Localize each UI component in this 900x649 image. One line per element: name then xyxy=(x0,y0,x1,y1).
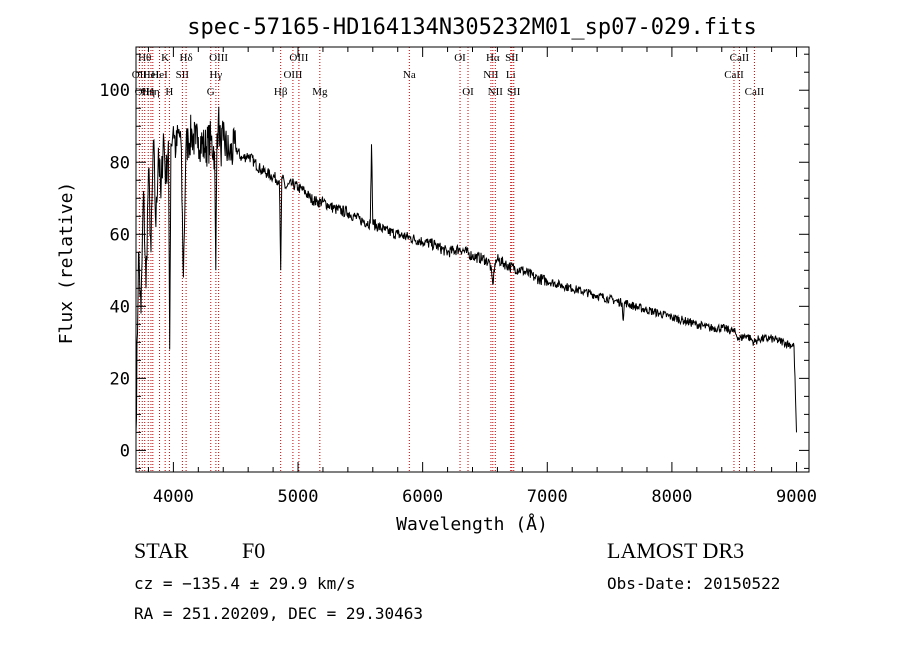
x-tick-label: 6000 xyxy=(402,487,443,507)
line-label-21: NII xyxy=(483,69,499,81)
x-tick-label: 5000 xyxy=(278,487,319,507)
line-label-1: OII xyxy=(135,86,151,98)
line-label-17: Mg xyxy=(312,86,328,98)
axes: 4000 5000 6000 7000 8000 9000 0 20 40 60 80 100 xyxy=(99,47,817,507)
spectrum-line xyxy=(135,106,797,433)
redshift-velocity: cz = −135.4 ± 29.9 km/s xyxy=(134,574,356,593)
line-label-11: G xyxy=(207,86,215,98)
line-label-20: OI xyxy=(462,86,474,98)
line-label-16: OIII xyxy=(289,52,308,64)
y-tick-label: 40 xyxy=(110,297,130,317)
plot-frame xyxy=(135,46,810,473)
line-label-2: Hθ xyxy=(138,52,151,64)
x-tick-label: 4000 xyxy=(153,487,194,507)
object-class: STAR xyxy=(134,538,189,563)
line-label-4: HeI xyxy=(143,69,160,81)
line-label-19: OI xyxy=(454,52,466,64)
observation-date: Obs-Date: 20150522 xyxy=(607,574,781,593)
line-label-15: OIII xyxy=(283,69,302,81)
spectrum-series xyxy=(135,106,797,433)
object-subclass: F0 xyxy=(242,538,266,563)
line-label-9: SII xyxy=(176,69,190,81)
y-axis-label: Flux (relative) xyxy=(56,182,77,345)
spectral-line-markers: OIIOIIHθHηHeIHηHeIKHSIIHδGHγOIIIHβOIIIOI… xyxy=(132,47,765,472)
y-tick-label: 60 xyxy=(110,225,130,245)
line-label-25: SII xyxy=(505,52,519,64)
line-label-5: Hη xyxy=(146,86,160,98)
line-label-3: Hη xyxy=(141,86,155,98)
line-label-18: Na xyxy=(403,69,416,81)
x-tick-label: 7000 xyxy=(527,487,568,507)
y-tick-label: 20 xyxy=(110,369,130,389)
line-label-7: K xyxy=(161,52,169,64)
line-label-24: Li xyxy=(506,69,516,81)
line-label-6: HeI xyxy=(151,69,168,81)
line-label-27: CaII xyxy=(724,69,744,81)
line-label-14: Hβ xyxy=(274,86,288,98)
chart-title: spec-57165-HD164134N305232M01_sp07-029.f… xyxy=(187,15,757,40)
line-label-23: NII xyxy=(488,86,504,98)
x-tick-label: 9000 xyxy=(776,487,817,507)
line-label-29: CaII xyxy=(745,86,765,98)
line-label-10: Hδ xyxy=(180,52,193,64)
x-tick-label: 8000 xyxy=(651,487,692,507)
line-label-13: OIII xyxy=(209,52,228,64)
line-label-8: H xyxy=(165,86,173,98)
survey-name: LAMOST DR3 xyxy=(607,538,745,563)
line-label-26: SII xyxy=(507,86,521,98)
coordinates: RA = 251.20209, DEC = 29.30463 xyxy=(134,604,423,623)
line-label-28: CaII xyxy=(730,52,750,64)
line-label-12: Hγ xyxy=(209,69,222,81)
y-tick-label: 80 xyxy=(110,153,130,173)
y-tick-label: 100 xyxy=(99,81,130,101)
line-label-22: Hα xyxy=(486,52,500,64)
x-axis-label: Wavelength (Å) xyxy=(396,513,548,535)
y-tick-label: 0 xyxy=(120,441,130,461)
